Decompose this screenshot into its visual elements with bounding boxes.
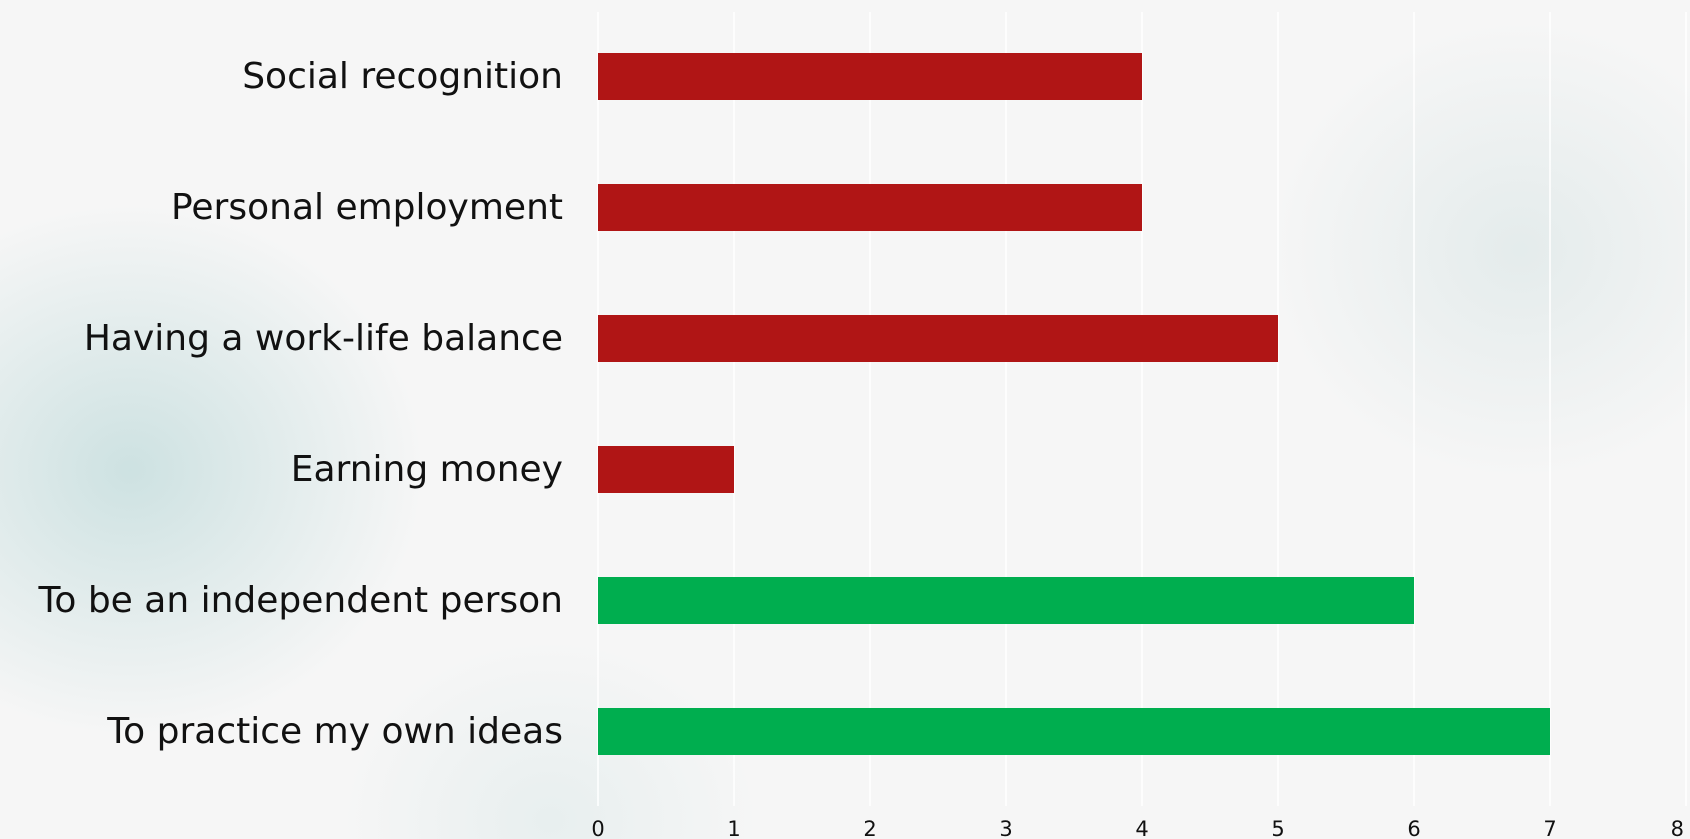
category-labels: Social recognition Personal employment Hav… — [37, 56, 563, 752]
x-tick-label: 1 — [727, 817, 740, 839]
bar-having-a-work-life-balance — [598, 315, 1278, 362]
category-label: Having a work-life balance — [84, 318, 563, 359]
x-tick-label: 7 — [1543, 817, 1556, 839]
x-tick-label: 6 — [1407, 817, 1420, 839]
category-label: To be an independent person — [37, 580, 563, 621]
x-axis-tick-labels: 0 1 2 3 4 5 6 7 8 — [591, 817, 1684, 839]
x-tick-label: 5 — [1271, 817, 1284, 839]
bar-to-practice-my-own-ideas — [598, 708, 1550, 755]
category-label: Earning money — [291, 449, 563, 490]
x-tick-label: 8 — [1671, 817, 1684, 839]
x-tick-label: 0 — [591, 817, 604, 839]
x-tick-label: 4 — [1135, 817, 1148, 839]
category-label: Social recognition — [242, 56, 563, 97]
bars — [598, 53, 1550, 755]
bar-personal-employment — [598, 184, 1142, 231]
category-label: To practice my own ideas — [106, 711, 563, 752]
bar-social-recognition — [598, 53, 1142, 100]
category-label: Personal employment — [171, 187, 563, 228]
x-tick-label: 3 — [999, 817, 1012, 839]
bar-to-be-an-independent-person — [598, 577, 1414, 624]
bar-earning-money — [598, 446, 734, 493]
x-tick-label: 2 — [863, 817, 876, 839]
gridlines — [597, 12, 1687, 806]
